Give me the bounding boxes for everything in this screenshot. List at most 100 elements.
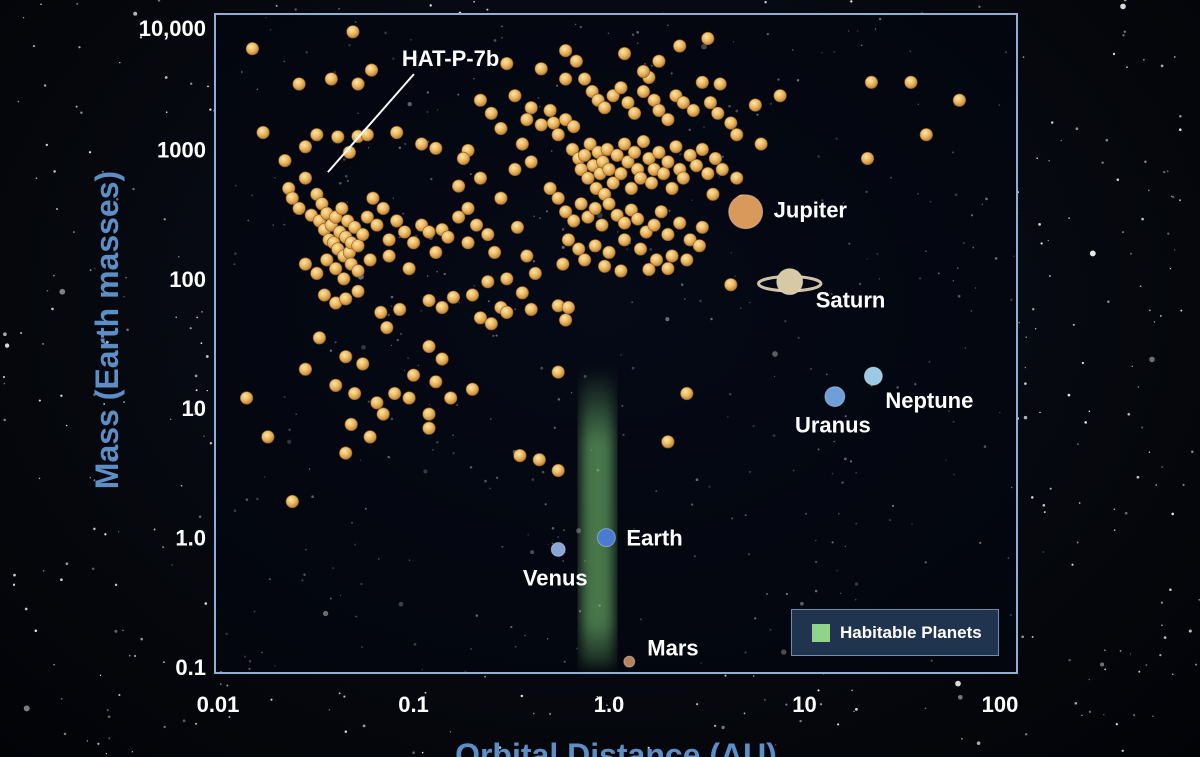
exoplanet-point	[627, 106, 642, 120]
star	[978, 5, 981, 8]
star	[13, 573, 16, 577]
exoplanet-point	[673, 216, 687, 230]
solar-system-planets: Venus Earth Mars Jupiter Saturn Uranus Neptune	[523, 194, 973, 668]
exoplanet-point	[602, 162, 616, 176]
star	[60, 697, 63, 700]
exoplanet-point	[556, 257, 570, 271]
star	[53, 275, 55, 277]
star	[101, 170, 104, 173]
star	[976, 741, 981, 745]
exoplanet-point	[606, 176, 620, 190]
star	[56, 208, 58, 210]
exoplanet-point	[652, 145, 666, 159]
legend-swatch-habitable	[812, 623, 830, 642]
exoplanet-point	[473, 171, 488, 185]
star	[850, 0, 853, 3]
star	[228, 716, 231, 718]
exoplanet-point	[676, 171, 690, 185]
star	[1068, 217, 1070, 219]
exoplanet-point	[402, 262, 416, 276]
exoplanet-point	[558, 43, 573, 58]
exoplanet-point	[543, 181, 557, 195]
exoplanet-point	[621, 155, 635, 169]
star	[1139, 285, 1142, 288]
exoplanet-point	[469, 218, 484, 232]
star	[163, 725, 166, 729]
star	[1169, 267, 1172, 270]
star	[94, 268, 96, 270]
exoplanet-point	[730, 171, 744, 185]
exoplanet-point	[524, 302, 538, 317]
star	[200, 342, 203, 345]
star	[114, 629, 118, 633]
exoplanet-point	[508, 89, 522, 103]
star	[338, 692, 341, 695]
star	[853, 710, 855, 713]
star	[1105, 138, 1109, 142]
star	[182, 719, 186, 723]
exoplanet-point	[364, 63, 379, 77]
exoplanet-point	[614, 264, 628, 278]
exoplanet-point	[494, 191, 508, 205]
star	[72, 231, 75, 233]
star	[1042, 503, 1046, 507]
star	[1121, 749, 1124, 752]
star	[1131, 365, 1133, 368]
star	[88, 151, 92, 154]
star	[1129, 252, 1132, 255]
star	[924, 707, 927, 710]
exoplanet-point	[376, 407, 390, 421]
exoplanet-point	[534, 62, 548, 76]
exoplanet-point	[543, 103, 557, 117]
exoplanet-point	[574, 162, 588, 176]
mars-label: Mars	[647, 636, 698, 661]
exoplanet-point	[673, 39, 687, 53]
star	[106, 709, 109, 712]
star	[51, 307, 54, 311]
star	[412, 751, 415, 755]
star	[65, 562, 69, 566]
star	[1103, 649, 1106, 652]
star	[40, 3, 42, 6]
exoplanet-point	[624, 181, 638, 195]
exoplanet-point	[335, 201, 349, 215]
star	[99, 674, 102, 676]
star	[532, 712, 535, 715]
star	[421, 751, 424, 754]
exoplanet-point	[597, 259, 612, 273]
star	[108, 737, 111, 740]
exoplanet-point	[310, 266, 324, 281]
exoplanet-point	[724, 116, 738, 130]
star	[93, 527, 96, 531]
saturn-label: Saturn	[816, 288, 886, 313]
star	[1195, 663, 1198, 666]
star	[1133, 714, 1136, 717]
exoplanet-point	[683, 148, 697, 162]
axis-ticks: 0.01 0.1 1.0 10 100 0.1 1.0 10 100 1000 10,000	[139, 16, 1019, 717]
exoplanet-point	[494, 121, 508, 136]
exoplanet-points	[240, 25, 967, 509]
exoplanet-point	[366, 191, 380, 205]
exoplanet-point	[661, 262, 675, 276]
star	[205, 355, 209, 358]
star	[817, 689, 820, 692]
exoplanet-point	[574, 197, 588, 211]
exoplanet-point	[398, 225, 412, 239]
uranus-marker	[824, 386, 846, 408]
exoplanet-point	[337, 272, 351, 286]
star	[1179, 128, 1182, 131]
star	[113, 382, 117, 386]
exoplanet-point	[652, 103, 666, 117]
star	[128, 654, 131, 657]
exoplanet-point	[748, 98, 762, 112]
star	[75, 105, 78, 108]
exoplanet-point	[461, 236, 475, 250]
star	[473, 0, 475, 3]
exoplanet-point	[356, 357, 370, 371]
star	[140, 637, 144, 641]
exoplanet-point	[701, 167, 715, 181]
x-tick-label: 1.0	[594, 692, 625, 717]
exoplanet-point	[715, 162, 729, 176]
exoplanet-point	[473, 93, 488, 107]
star	[1101, 161, 1104, 164]
